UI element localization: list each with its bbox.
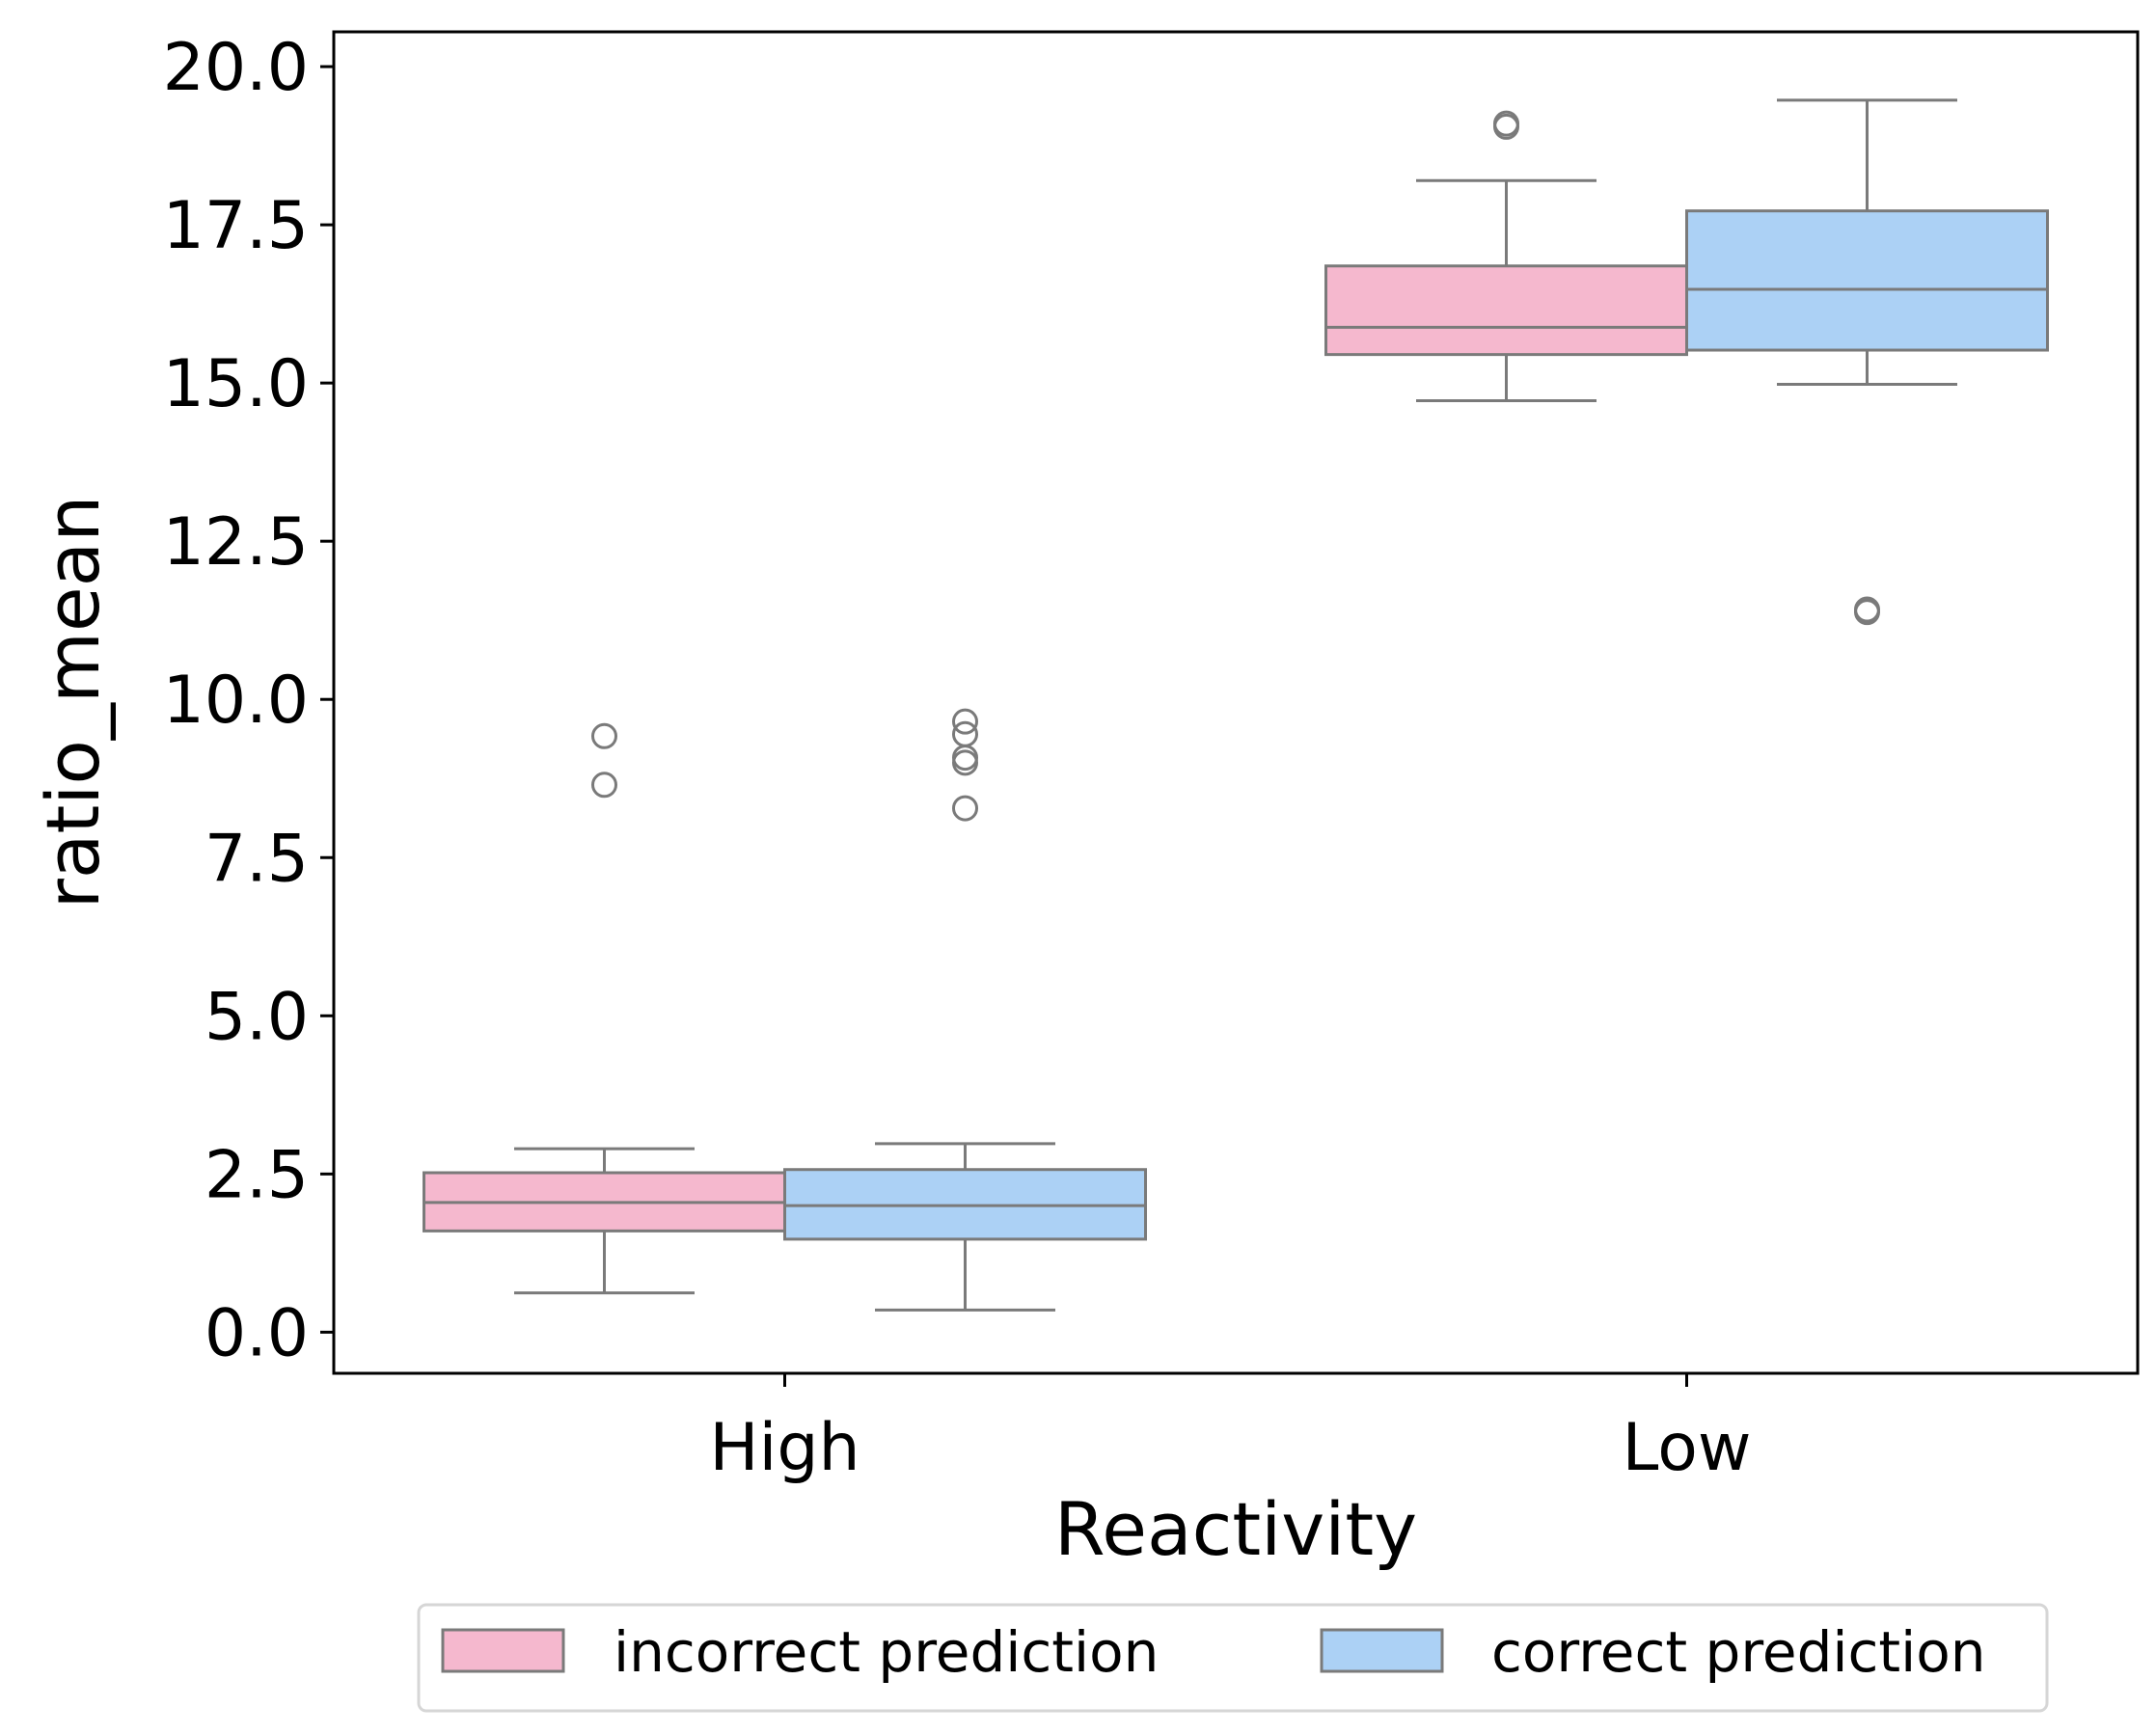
box-incorrect-prediction-high	[423, 722, 786, 1295]
outlier-point	[591, 772, 617, 799]
plot-area	[423, 98, 2049, 1312]
x-tick-label: High	[709, 1410, 860, 1486]
y-tick-label: 15.0	[163, 346, 309, 422]
outlier-point	[952, 749, 978, 776]
y-tick-label: 17.5	[163, 188, 309, 264]
x-axis: High Low	[709, 1373, 1751, 1486]
y-tick-label: 0.0	[205, 1295, 309, 1371]
outlier-point	[952, 745, 978, 772]
plot-frame	[332, 30, 2140, 1375]
legend-swatch	[1320, 1628, 1444, 1673]
legend-label: incorrect prediction	[614, 1619, 1159, 1685]
box-correct-prediction-low	[1685, 98, 2049, 626]
y-tick-label: 20.0	[163, 30, 309, 106]
x-tick-label: Low	[1623, 1410, 1752, 1486]
outlier-point	[1493, 110, 1519, 137]
y-tick-label: 2.5	[205, 1137, 309, 1213]
outlier-point	[1854, 596, 1880, 623]
y-tick-label: 10.0	[163, 663, 309, 739]
box-incorrect-prediction-low	[1324, 110, 1688, 403]
y-axis-label: ratio_mean	[30, 496, 116, 909]
y-axis: 0.0 2.5 5.0 7.5 10.0 12.5 15.0 17.5 20.0	[163, 30, 334, 1371]
outlier-point	[952, 720, 978, 747]
y-tick-label: 12.5	[163, 504, 309, 581]
box-correct-prediction-high	[783, 708, 1147, 1312]
y-tick-label: 5.0	[205, 979, 309, 1055]
box-body	[1324, 264, 1688, 357]
outlier-point	[952, 708, 978, 735]
box-body	[1685, 209, 2049, 352]
legend-frame	[417, 1603, 2049, 1713]
legend: incorrect prediction correct prediction	[417, 1603, 2049, 1713]
legend-label: correct prediction	[1491, 1619, 1986, 1685]
legend-swatch	[441, 1628, 565, 1673]
x-axis-label: Reactivity	[1054, 1486, 1417, 1572]
outlier-point	[591, 722, 617, 749]
outlier-point	[952, 795, 978, 822]
y-tick-label: 7.5	[205, 821, 309, 897]
